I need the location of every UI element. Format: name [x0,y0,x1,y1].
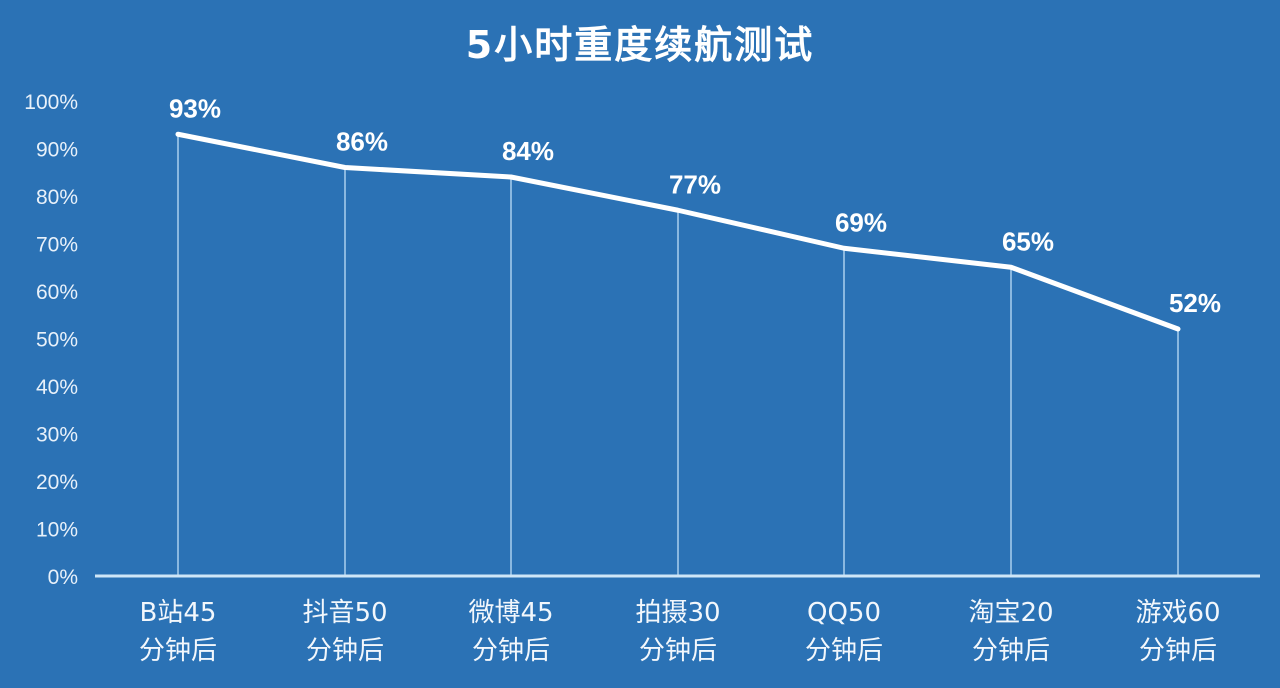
x-tick-label-line: 分钟后 [638,636,717,666]
data-label: 86% [336,127,388,157]
x-tick-label-line: 游戏60 [1135,598,1221,628]
y-tick-label: 40% [36,376,78,399]
y-tick-label: 10% [36,519,78,542]
data-label: 93% [169,93,221,123]
x-tick-label: 抖音50 分钟后 [275,594,415,670]
data-label: 69% [835,207,887,237]
y-tick-label: 50% [36,329,78,352]
x-tick-label-line: 分钟后 [138,636,217,666]
x-tick-label-line: QQ50 [806,598,881,628]
series-line [175,131,1181,332]
data-label: 65% [1002,226,1054,256]
x-tick-label: 游戏60 分钟后 [1108,594,1248,670]
x-tick-label-line: 淘宝20 [968,598,1054,628]
x-tick-label-line: 分钟后 [971,636,1050,666]
x-tick-label-line: 分钟后 [471,636,550,666]
y-tick-label: 90% [36,139,78,162]
x-tick-label-line: 分钟后 [305,636,384,666]
y-tick-label: 30% [36,424,78,447]
x-tick-label-line: B站45 [139,598,217,628]
x-tick-label-line: 微博45 [468,598,554,628]
x-tick-label: QQ50 分钟后 [774,594,914,670]
y-axis-ticks: 0% 10% 20% 30% 40% 50% 60% 70% 80% 90% 100% [24,91,78,589]
x-tick-label-line: 拍摄30 [635,598,721,628]
x-tick-label-line: 分钟后 [1138,636,1217,666]
x-tick-label: 淘宝20 分钟后 [941,594,1081,670]
data-label: 52% [1169,288,1221,318]
data-label: 84% [502,136,554,166]
x-tick-label-line: 分钟后 [804,636,883,666]
drop-lines [177,134,1179,576]
x-tick-label: 拍摄30 分钟后 [608,594,748,670]
x-tick-label: B站45 分钟后 [108,594,248,670]
y-tick-label: 100% [24,91,78,114]
chart-title: 5小时重度续航测试 [465,23,815,67]
y-tick-label: 20% [36,471,78,494]
data-labels: 93% 86% 84% 77% 69% 65% 52% [169,93,1221,318]
y-tick-label: 60% [36,281,78,304]
y-tick-label: 0% [48,566,78,589]
x-tick-label-line: 抖音50 [302,598,388,628]
data-label: 77% [669,169,721,199]
y-tick-label: 80% [36,186,78,209]
x-tick-label: 微博45 分钟后 [441,594,581,670]
y-tick-label: 70% [36,234,78,257]
